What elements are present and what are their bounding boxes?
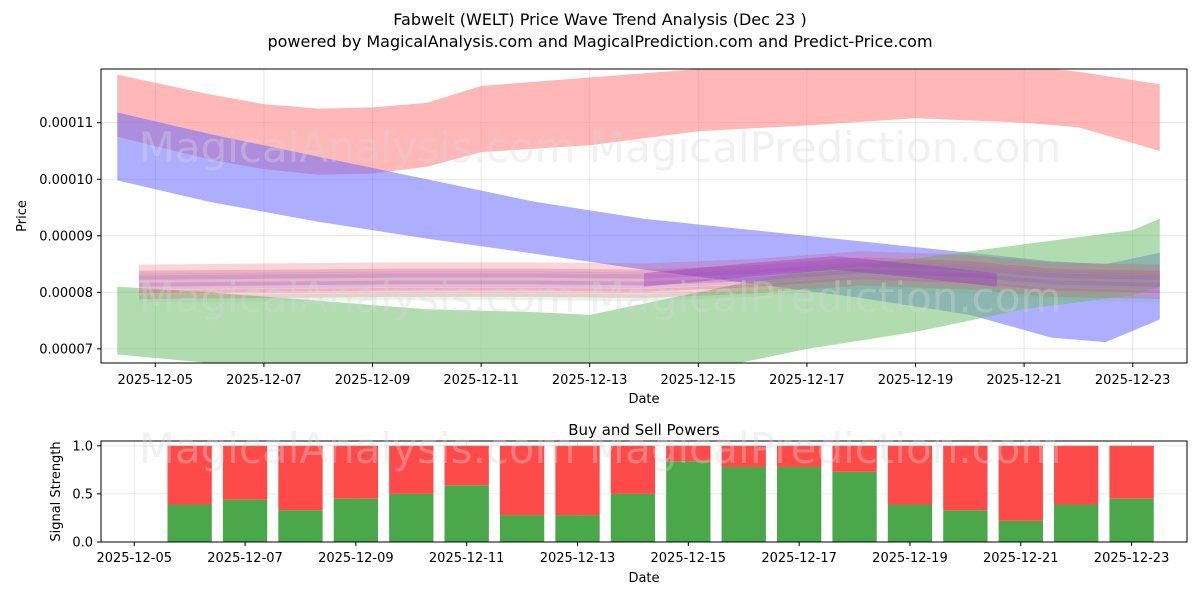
buy-bar <box>721 466 766 542</box>
bar-y-tick-label: 1.0 <box>72 439 93 454</box>
main-y-axis-label: Price <box>15 200 30 232</box>
main-x-tick-label: 2025-12-21 <box>986 373 1062 388</box>
buy-bar <box>610 493 656 542</box>
buy-bar <box>1109 498 1154 542</box>
main-x-tick-label: 2025-12-07 <box>226 373 302 388</box>
cluster-wave-red <box>139 269 1160 293</box>
sell-bar <box>887 445 933 505</box>
buy-bar <box>1054 504 1099 542</box>
main-y-tick-label: 0.00011 <box>39 116 93 131</box>
cluster-wave-red <box>139 257 1160 280</box>
chart-subtitle: powered by MagicalAnalysis.com and Magic… <box>267 32 932 51</box>
sell-bar <box>1109 445 1154 499</box>
bar-x-tick-label: 2025-12-21 <box>983 551 1059 566</box>
buy-bar <box>666 461 711 542</box>
buy-bar <box>499 515 545 542</box>
bar-y-tick-label: 0.5 <box>72 487 93 502</box>
sell-bar <box>943 445 988 511</box>
sell-bar <box>389 445 434 494</box>
main-x-axis-label: Date <box>628 392 659 407</box>
bar-x-tick-label: 2025-12-19 <box>872 551 948 566</box>
cluster-wave-green <box>139 282 1160 303</box>
buy-bar <box>887 504 933 542</box>
bar-axes-frame <box>100 440 1188 543</box>
bar-x-tick-label: 2025-12-05 <box>96 551 172 566</box>
buy-bar <box>832 471 877 542</box>
bar-chart-title: Buy and Sell Powers <box>568 421 720 439</box>
bar-y-axis-label: Signal Strength <box>49 441 64 541</box>
bar-x-tick-label: 2025-12-11 <box>429 551 505 566</box>
bar-y-tick-label: 0.0 <box>72 536 93 551</box>
buy-bar <box>333 498 379 542</box>
sell-bar <box>832 445 877 472</box>
cluster-wave-red <box>139 276 1160 300</box>
buy-bar <box>555 515 600 542</box>
main-x-tick-label: 2025-12-23 <box>1095 373 1171 388</box>
chart-title: Fabwelt (WELT) Price Wave Trend Analysis… <box>393 10 806 29</box>
buy-bar <box>389 493 434 542</box>
main-y-tick-label: 0.00007 <box>39 342 93 357</box>
main-x-tick-label: 2025-12-05 <box>118 373 194 388</box>
buy-bar <box>222 499 268 542</box>
sell-bar <box>776 445 822 467</box>
main-axes-frame <box>100 68 1188 364</box>
sell-bar <box>278 445 323 511</box>
sell-bar <box>167 445 212 505</box>
buy-sell-plot: 0.0 0.5 1.0 2025-12-05 2025-12-07 2025-12-09 2… <box>49 421 1188 586</box>
sell-bar <box>998 445 1043 521</box>
price-wave-plot: 0.00007 0.00008 0.00009 0.00010 0.00011 2025-… <box>15 68 1188 407</box>
sell-bar <box>499 445 545 516</box>
main-x-tick-label: 2025-12-19 <box>878 373 954 388</box>
bar-x-tick-label: 2025-12-17 <box>761 551 837 566</box>
main-x-tick-label: 2025-12-13 <box>552 373 628 388</box>
bar-x-tick-label: 2025-12-09 <box>318 551 394 566</box>
cluster-wave-blue <box>139 260 1160 282</box>
cluster-wave-blue <box>139 268 1160 290</box>
buy-bar <box>278 510 323 542</box>
cluster-wave-red <box>139 251 1160 275</box>
bar-x-tick-label: 2025-12-23 <box>1094 551 1170 566</box>
sell-bar <box>222 445 268 500</box>
green-uptrend-wave-band <box>117 218 1160 363</box>
bar-watermark: MagicalAnalysis.com MagicalPrediction.co… <box>139 424 1062 473</box>
main-x-tick-label: 2025-12-09 <box>335 373 411 388</box>
main-y-tick-label: 0.00010 <box>39 173 93 188</box>
buy-bar <box>943 510 988 542</box>
sell-bar <box>444 445 489 486</box>
sell-bar <box>721 445 766 467</box>
cluster-wave-purple <box>644 256 997 287</box>
main-watermark-lower: MagicalAnalysis.com MagicalPrediction.co… <box>139 273 1062 322</box>
main-x-tick-label: 2025-12-11 <box>443 373 519 388</box>
main-series-group <box>117 69 1160 363</box>
sell-bar <box>1054 445 1099 505</box>
main-watermark: MagicalAnalysis.com MagicalPrediction.co… <box>139 123 1062 172</box>
main-x-tick-label: 2025-12-17 <box>769 373 845 388</box>
buy-bar <box>167 504 212 542</box>
sell-bar <box>610 445 656 494</box>
bar-x-tick-label: 2025-12-07 <box>207 551 283 566</box>
buy-bar <box>444 485 489 542</box>
sell-bar <box>333 445 379 499</box>
bar-x-axis-label: Date <box>628 571 659 586</box>
buy-bar <box>776 466 822 542</box>
sell-bar <box>666 445 711 462</box>
cluster-wave-red <box>139 261 1160 287</box>
upper-red-wave-band <box>117 69 1160 175</box>
bar-x-tick-label: 2025-12-13 <box>540 551 616 566</box>
main-x-tick-label: 2025-12-15 <box>661 373 737 388</box>
bar-x-tick-label: 2025-12-15 <box>651 551 727 566</box>
buy-bar <box>998 520 1043 542</box>
main-y-tick-label: 0.00009 <box>39 229 93 244</box>
main-y-tick-label: 0.00008 <box>39 286 93 301</box>
sell-bar <box>555 445 600 516</box>
